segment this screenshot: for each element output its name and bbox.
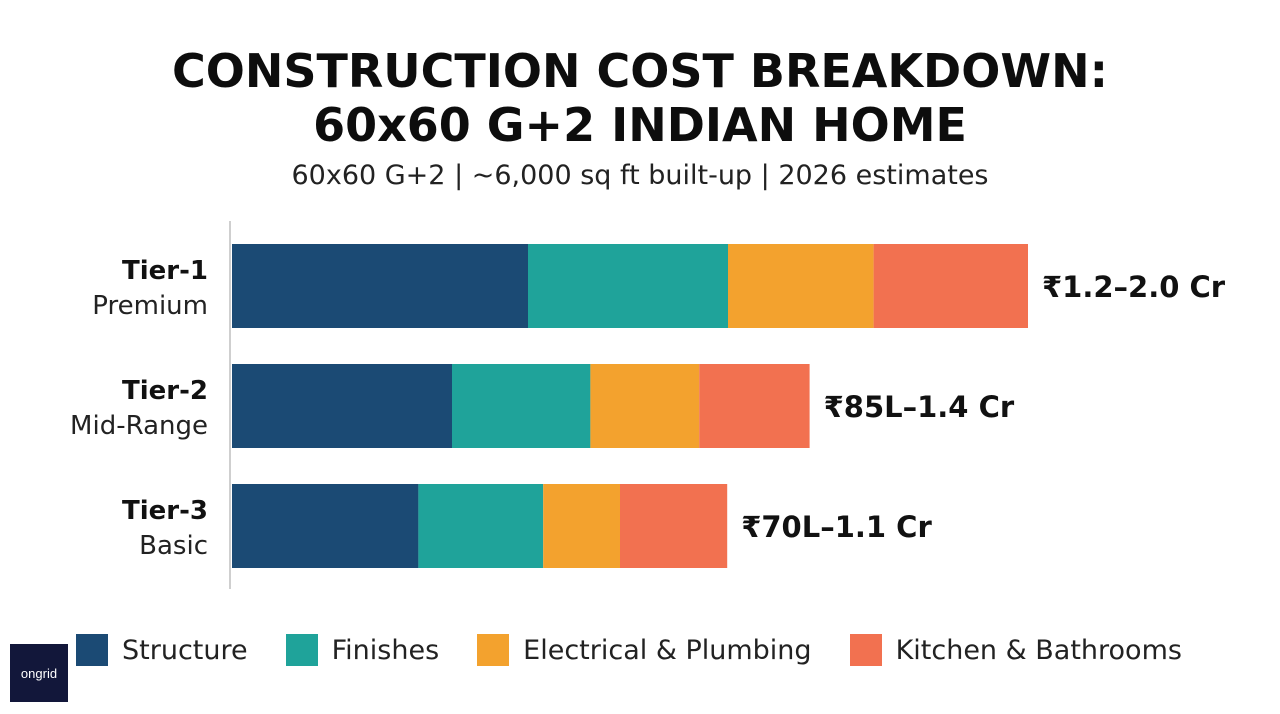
tier-sublabel-tier-3: Basic bbox=[139, 531, 208, 561]
legend-label-electrical-plumbing: Electrical & Plumbing bbox=[523, 634, 812, 666]
tier-sublabel-tier-1: Premium bbox=[92, 291, 208, 321]
chart-subtitle: 60x60 G+2 | ~6,000 sq ft built-up | 2026… bbox=[291, 160, 989, 191]
total-label-tier-1: ₹1.2–2.0 Cr bbox=[1042, 270, 1226, 304]
bar-segment-tier-1-finishes bbox=[528, 244, 728, 328]
total-label-tier-2: ₹85L–1.4 Cr bbox=[824, 390, 1015, 424]
legend-item-kitchen-bathrooms: Kitchen & Bathrooms bbox=[849, 634, 1182, 666]
chart-title-line-2: 60x60 G+2 INDIAN HOME bbox=[313, 98, 967, 152]
legend-label-kitchen-bathrooms: Kitchen & Bathrooms bbox=[895, 634, 1182, 666]
bar-segment-tier-1-structure bbox=[232, 244, 528, 328]
bar-segment-tier-1-electrical-plumbing bbox=[728, 244, 874, 328]
legend-swatch-kitchen-bathrooms bbox=[849, 634, 882, 666]
bar-segment-tier-3-kitchen-bathrooms bbox=[620, 484, 728, 568]
legend-swatch-structure bbox=[76, 634, 108, 666]
bar-segment-tier-3-structure bbox=[232, 484, 419, 568]
tier-label-tier-3: Tier-3 bbox=[122, 496, 208, 526]
legend-label-structure: Structure bbox=[122, 634, 248, 666]
legend-label-finishes: Finishes bbox=[331, 634, 440, 666]
tier-label-tier-2: Tier-2 bbox=[122, 376, 208, 406]
bar-segment-tier-2-electrical-plumbing bbox=[590, 364, 700, 448]
bar-segment-tier-2-finishes bbox=[452, 364, 591, 448]
bar-segment-tier-3-finishes bbox=[418, 484, 544, 568]
legend-swatch-finishes bbox=[285, 634, 318, 666]
legend-item-electrical-plumbing: Electrical & Plumbing bbox=[477, 634, 812, 666]
ongrid-logo: ongrid bbox=[10, 644, 68, 702]
chart-legend: Structure Finishes Electrical & Plumbing… bbox=[76, 632, 1220, 668]
tier-label-tier-1: Tier-1 bbox=[122, 256, 208, 286]
legend-item-finishes: Finishes bbox=[285, 634, 440, 666]
bar-segment-tier-3-electrical-plumbing bbox=[543, 484, 620, 568]
bar-segment-tier-1-kitchen-bathrooms bbox=[873, 244, 1028, 328]
stacked-bar-chart: Tier-1 Premium ₹1.2–2.0 Cr Tier-2 Mid-Range ₹… bbox=[70, 221, 1226, 589]
tier-sublabel-tier-2: Mid-Range bbox=[70, 411, 208, 441]
bar-segment-tier-2-structure bbox=[232, 364, 452, 448]
total-label-tier-3: ₹70L–1.1 Cr bbox=[741, 510, 932, 544]
chart-title-line-1: CONSTRUCTION COST BREAKDOWN: bbox=[172, 44, 1108, 98]
bar-segment-tier-2-kitchen-bathrooms bbox=[699, 364, 810, 448]
logo-text: ongrid bbox=[20, 665, 58, 681]
legend-item-structure: Structure bbox=[76, 634, 248, 666]
legend-swatch-electrical-plumbing bbox=[477, 634, 510, 666]
